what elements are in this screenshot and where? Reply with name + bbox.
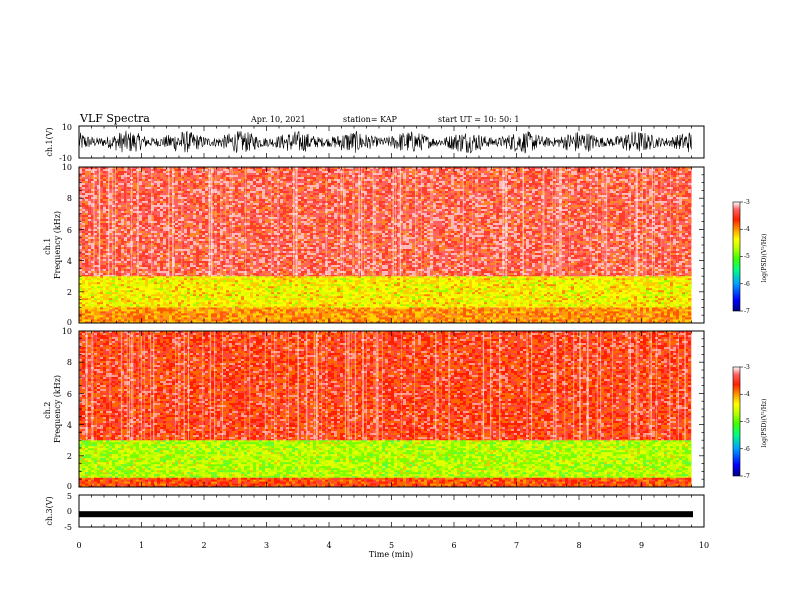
ch2-spectrogram-ylabel: ch.2 Frequency (kHz)	[43, 375, 62, 443]
ch3-waveform-panel: 5 0 -5 ch.3(V)	[45, 492, 704, 532]
ch2-freq-tick-0: 0	[67, 482, 72, 491]
ch1-ylabel: ch.1(V)	[45, 127, 54, 156]
ch1-freq-tick-4: 4	[67, 257, 72, 266]
figure-title: VLF Spectra	[79, 112, 150, 125]
time-tick-10: 10	[699, 541, 709, 550]
ch2-spectrogram-panel: 0 2 4 6 8 10 ch.2 Frequency (kHz) -3 -4 …	[43, 327, 768, 491]
ch2-freq-tick-10: 10	[62, 327, 72, 336]
time-tick-7: 7	[514, 541, 519, 550]
time-tick-6: 6	[451, 541, 456, 550]
ch2-colorbar-label: log(PSD)(V²/Hz)	[761, 399, 768, 448]
ch1-cb-tick-m7: -7	[744, 308, 750, 315]
ch3-ytick-top: 5	[67, 492, 72, 501]
time-tick-5: 5	[389, 541, 394, 550]
ch2-cb-tick-m7: -7	[744, 473, 750, 480]
ch1-spectrogram-ylabel-line2: Frequency (kHz)	[53, 211, 62, 279]
time-tick-4: 4	[326, 541, 331, 550]
ch1-cb-tick-m4: -4	[744, 226, 750, 233]
ch1-spectrogram-panel: 0 2 4 6 8 10 ch.1 Frequency (kHz) -3 -4 …	[43, 163, 768, 327]
ch1-cb-tick-m5: -5	[744, 253, 750, 260]
ch1-cb-tick-m3: -3	[744, 199, 750, 206]
vlf-spectra-figure: VLF Spectra Apr. 10, 2021 station= KAP s…	[0, 0, 792, 612]
ch1-freq-tick-8: 8	[67, 194, 72, 203]
ch3-ytick-mid: 0	[67, 507, 72, 516]
ch1-colorbar-label: log(PSD)(V²/Hz)	[761, 234, 768, 283]
time-tick-2: 2	[201, 541, 206, 550]
ch1-colorbar: -3 -4 -5 -6 -7 log(PSD)(V²/Hz)	[733, 199, 768, 315]
ch1-ytick-bottom: -10	[59, 154, 72, 163]
time-tick-0: 0	[76, 541, 81, 550]
time-tick-9: 9	[639, 541, 644, 550]
time-axis-label: Time (min)	[369, 550, 413, 559]
ch1-spectrogram-ylabel: ch.1 Frequency (kHz)	[43, 211, 62, 279]
ch2-cb-tick-m6: -6	[744, 446, 750, 453]
ch3-signal-band	[79, 511, 693, 517]
ch1-ytick-top: 10	[62, 123, 72, 132]
start-time-label: start UT = 10: 50: 1	[438, 115, 519, 124]
time-tick-8: 8	[576, 541, 581, 550]
ch2-spectrogram-yticklabels: 0 2 4 6 8 10	[62, 327, 72, 491]
ch1-spectrogram-image	[79, 167, 704, 323]
ch2-cb-tick-m3: -3	[744, 364, 750, 371]
ch2-colorbar: -3 -4 -5 -6 -7 log(PSD)(V²/Hz)	[733, 364, 768, 480]
time-tick-1: 1	[139, 541, 144, 550]
ch2-spectrogram-ylabel-line1: ch.2	[43, 402, 52, 419]
ch2-colorbar-ticks	[740, 367, 743, 476]
station-label: station= KAP	[343, 115, 398, 124]
ch1-cb-tick-m6: -6	[744, 281, 750, 288]
date-label: Apr. 10, 2021	[250, 115, 306, 124]
ch1-freq-tick-6: 6	[67, 226, 72, 235]
ch1-freq-tick-10: 10	[62, 163, 72, 172]
time-tick-3: 3	[264, 541, 269, 550]
ch2-cb-tick-m4: -4	[744, 391, 750, 398]
ch1-spectrogram-yticklabels: 0 2 4 6 8 10	[62, 163, 72, 327]
ch3-ylabel: ch.3(V)	[45, 496, 54, 525]
ch2-freq-tick-8: 8	[67, 358, 72, 367]
ch2-freq-tick-6: 6	[67, 390, 72, 399]
ch2-cb-tick-m5: -5	[744, 418, 750, 425]
ch1-freq-tick-2: 2	[67, 288, 72, 297]
ch1-colorbar-ticks	[740, 202, 743, 311]
ch1-freq-tick-0: 0	[67, 318, 72, 327]
ch2-freq-tick-4: 4	[67, 421, 72, 430]
ch2-spectrogram-ylabel-line2: Frequency (kHz)	[53, 375, 62, 443]
ch3-ytick-bottom: -5	[64, 523, 72, 532]
ch1-spectrogram-ylabel-line1: ch.1	[43, 238, 52, 255]
ch1-waveform-panel: 10 -10 ch.1(V)	[45, 123, 704, 163]
ch2-spectrogram-image	[79, 331, 704, 487]
time-axis-ticklabels: 0 1 2 3 4 5 6 7 8 9 10	[76, 541, 709, 550]
ch2-freq-tick-2: 2	[67, 452, 72, 461]
